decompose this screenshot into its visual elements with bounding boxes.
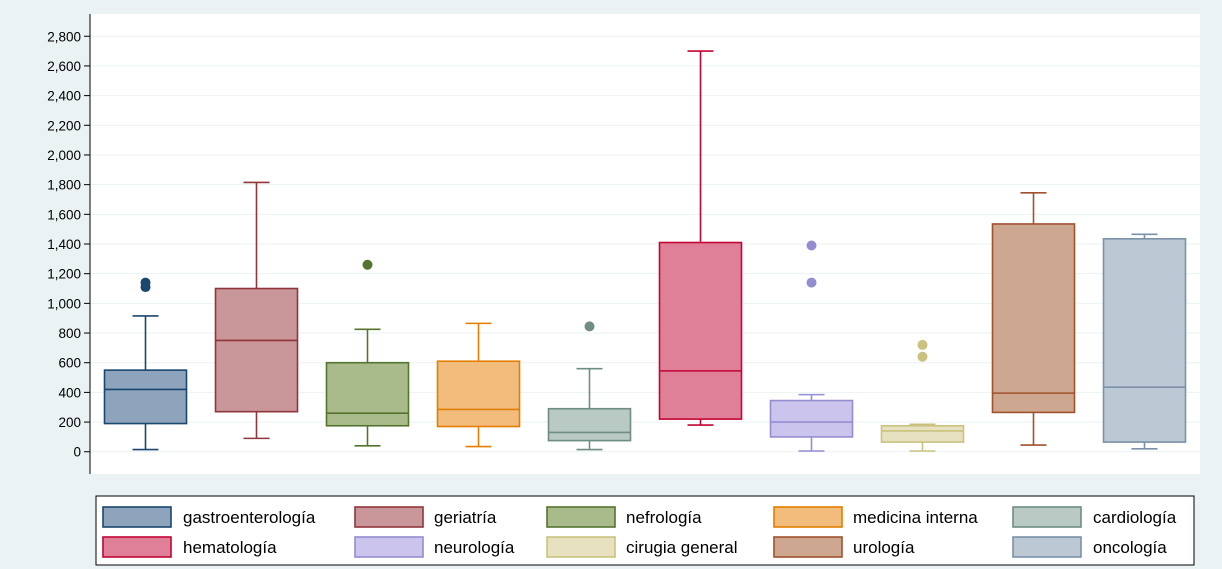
iqr-box xyxy=(880,424,965,443)
legend-item: nefrología xyxy=(546,506,702,528)
legend-swatch xyxy=(1012,536,1082,558)
legend-label: cirugia general xyxy=(626,538,738,557)
iqr-box xyxy=(547,407,632,442)
y-tick-label: 1,200 xyxy=(47,267,81,282)
iqr-box xyxy=(769,399,854,438)
y-tick-label: 0 xyxy=(73,445,81,460)
legend-item: geriatría xyxy=(354,506,497,528)
box-3 xyxy=(325,259,410,447)
outlier-point xyxy=(362,259,373,270)
legend-swatch xyxy=(773,506,843,528)
box-4 xyxy=(436,322,521,448)
y-tick-label: 600 xyxy=(58,356,81,371)
legend-item: hematología xyxy=(102,536,277,558)
box-8 xyxy=(880,339,965,452)
y-axis-ticks: 0 200 400 600 800 1,000 1,200 1,400 1,600 1,800 2,… xyxy=(47,29,90,460)
y-tick-label: 1,000 xyxy=(47,296,81,311)
y-tick-label: 2,000 xyxy=(47,148,81,163)
y-tick-label: 400 xyxy=(58,385,81,400)
legend-item: neurología xyxy=(354,536,515,558)
outlier-point xyxy=(584,321,595,332)
box-1 xyxy=(103,277,188,451)
box-2 xyxy=(214,181,299,440)
box-9 xyxy=(991,192,1076,446)
y-tick-label: 1,800 xyxy=(47,178,81,193)
boxes xyxy=(103,50,1187,452)
iqr-box xyxy=(325,361,410,427)
legend-item: urología xyxy=(773,536,915,558)
iqr-box xyxy=(214,287,299,413)
outlier-point xyxy=(806,277,817,288)
y-tick-label: 2,200 xyxy=(47,118,81,133)
legend-item: cirugia general xyxy=(546,536,738,558)
legend-swatch xyxy=(773,536,843,558)
iqr-box xyxy=(658,241,743,420)
y-tick-label: 1,600 xyxy=(47,207,81,222)
outlier-point xyxy=(917,339,928,350)
box-10 xyxy=(1102,233,1187,450)
legend-item: medicina interna xyxy=(773,506,978,528)
y-tick-label: 200 xyxy=(58,415,81,430)
legend-label: urología xyxy=(853,538,915,557)
outlier-point xyxy=(917,351,928,362)
iqr-box xyxy=(103,369,188,425)
y-tick-label: 2,600 xyxy=(47,59,81,74)
y-tick-label: 2,800 xyxy=(47,29,81,44)
y-tick-label: 2,400 xyxy=(47,89,81,104)
legend-item: oncología xyxy=(1012,536,1167,558)
legend-label: neurología xyxy=(434,538,515,557)
iqr-box xyxy=(991,223,1076,414)
legend-label: medicina interna xyxy=(853,508,978,527)
legend-item: gastroenterología xyxy=(102,506,316,528)
outlier-point xyxy=(806,240,817,251)
iqr-box xyxy=(436,360,521,428)
legend-item: cardiología xyxy=(1012,506,1177,528)
legend-swatch xyxy=(354,506,424,528)
legend-label: geriatría xyxy=(434,508,497,527)
legend-box xyxy=(95,495,1195,566)
legend-swatch xyxy=(102,506,172,528)
legend-swatch xyxy=(354,536,424,558)
legend-label: cardiología xyxy=(1093,508,1177,527)
legend-swatch xyxy=(546,506,616,528)
y-tick-label: 800 xyxy=(58,326,81,341)
box-5 xyxy=(547,321,632,451)
legend-label: gastroenterología xyxy=(183,508,316,527)
legend-label: oncología xyxy=(1093,538,1167,557)
legend-label: nefrología xyxy=(626,508,702,527)
legend: gastroenterología geriatría nefrología medi… xyxy=(102,506,1177,558)
outlier-point xyxy=(140,277,151,288)
legend-swatch xyxy=(102,536,172,558)
box-7 xyxy=(769,240,854,452)
legend-label: hematología xyxy=(183,538,277,557)
y-tick-label: 1,400 xyxy=(47,237,81,252)
iqr-box xyxy=(1102,238,1187,443)
legend-swatch xyxy=(1012,506,1082,528)
box-6 xyxy=(658,50,743,426)
legend-swatch xyxy=(546,536,616,558)
